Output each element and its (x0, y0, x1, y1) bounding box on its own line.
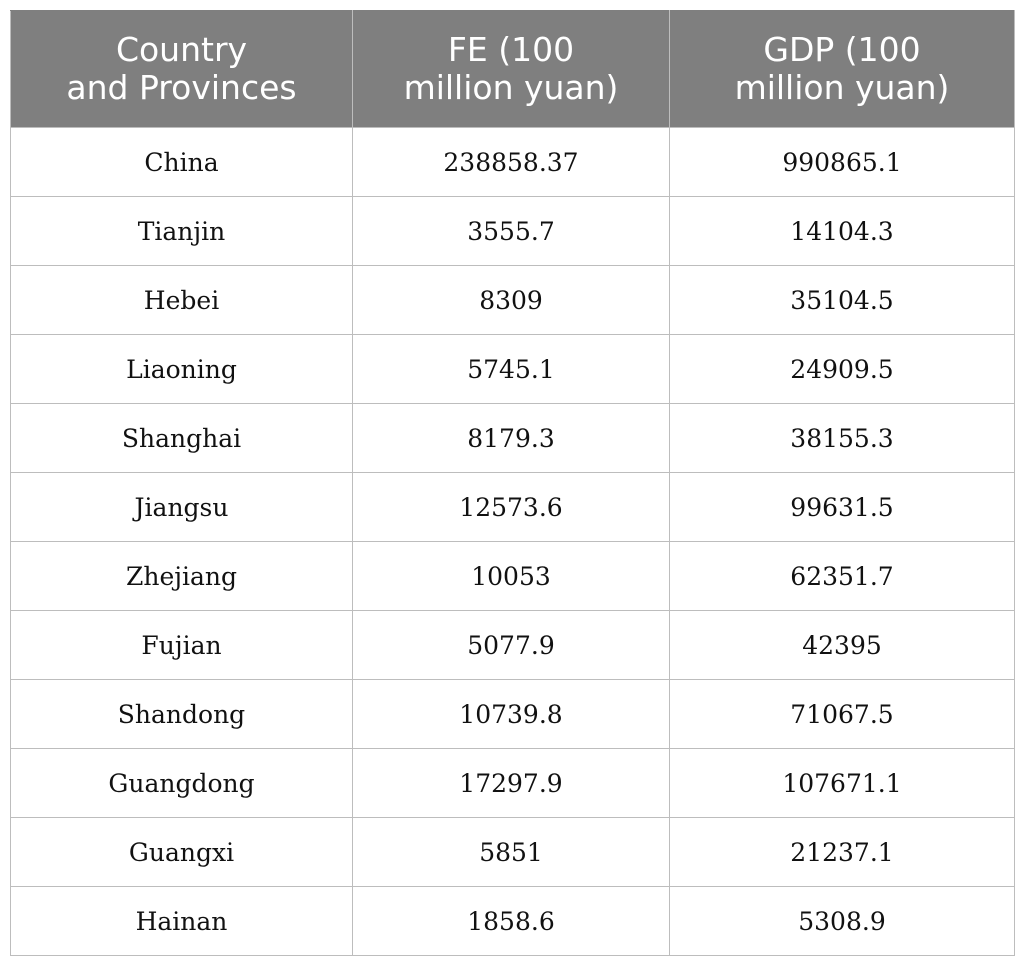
table-row: Fujian 5077.9 42395 (10, 610, 1015, 680)
table-row: China 238858.37 990865.1 (10, 127, 1015, 197)
cell-gdp: 38155.3 (669, 403, 1015, 473)
cell-region: Tianjin (10, 196, 353, 266)
table-row: Hebei 8309 35104.5 (10, 265, 1015, 335)
cell-gdp: 107671.1 (669, 748, 1015, 818)
cell-fe: 12573.6 (352, 472, 670, 542)
cell-gdp: 62351.7 (669, 541, 1015, 611)
table-header: Country and Provinces FE (100 million yu… (10, 10, 1015, 128)
cell-region: Hainan (10, 886, 353, 956)
cell-fe: 5745.1 (352, 334, 670, 404)
cell-region: Guangxi (10, 817, 353, 887)
cell-gdp: 42395 (669, 610, 1015, 680)
header-row: Country and Provinces FE (100 million yu… (10, 10, 1015, 128)
header-fe: FE (100 million yuan) (352, 10, 670, 128)
table-row: Guangxi 5851 21237.1 (10, 817, 1015, 887)
cell-region: Guangdong (10, 748, 353, 818)
cell-fe: 5077.9 (352, 610, 670, 680)
cell-fe: 17297.9 (352, 748, 670, 818)
cell-fe: 5851 (352, 817, 670, 887)
cell-fe: 3555.7 (352, 196, 670, 266)
table-row: Tianjin 3555.7 14104.3 (10, 196, 1015, 266)
cell-fe: 238858.37 (352, 127, 670, 197)
cell-gdp: 35104.5 (669, 265, 1015, 335)
table-row: Shandong 10739.8 71067.5 (10, 679, 1015, 749)
cell-region: Zhejiang (10, 541, 353, 611)
header-gdp: GDP (100 million yuan) (669, 10, 1015, 128)
table-row: Guangdong 17297.9 107671.1 (10, 748, 1015, 818)
header-country-provinces: Country and Provinces (10, 10, 353, 128)
cell-fe: 10053 (352, 541, 670, 611)
cell-fe: 10739.8 (352, 679, 670, 749)
table-row: Jiangsu 12573.6 99631.5 (10, 472, 1015, 542)
cell-region: China (10, 127, 353, 197)
cell-fe: 8179.3 (352, 403, 670, 473)
cell-region: Fujian (10, 610, 353, 680)
cell-region: Liaoning (10, 334, 353, 404)
cell-region: Hebei (10, 265, 353, 335)
table-row: Hainan 1858.6 5308.9 (10, 886, 1015, 956)
fe-gdp-table: Country and Provinces FE (100 million yu… (10, 10, 1015, 956)
table-body: China 238858.37 990865.1 Tianjin 3555.7 … (10, 127, 1015, 956)
data-table-container: Country and Provinces FE (100 million yu… (10, 10, 1015, 956)
cell-gdp: 99631.5 (669, 472, 1015, 542)
cell-gdp: 71067.5 (669, 679, 1015, 749)
cell-region: Shandong (10, 679, 353, 749)
table-row: Zhejiang 10053 62351.7 (10, 541, 1015, 611)
cell-gdp: 21237.1 (669, 817, 1015, 887)
table-row: Liaoning 5745.1 24909.5 (10, 334, 1015, 404)
cell-fe: 1858.6 (352, 886, 670, 956)
table-row: Shanghai 8179.3 38155.3 (10, 403, 1015, 473)
cell-fe: 8309 (352, 265, 670, 335)
cell-gdp: 14104.3 (669, 196, 1015, 266)
cell-region: Shanghai (10, 403, 353, 473)
cell-region: Jiangsu (10, 472, 353, 542)
cell-gdp: 990865.1 (669, 127, 1015, 197)
cell-gdp: 24909.5 (669, 334, 1015, 404)
cell-gdp: 5308.9 (669, 886, 1015, 956)
